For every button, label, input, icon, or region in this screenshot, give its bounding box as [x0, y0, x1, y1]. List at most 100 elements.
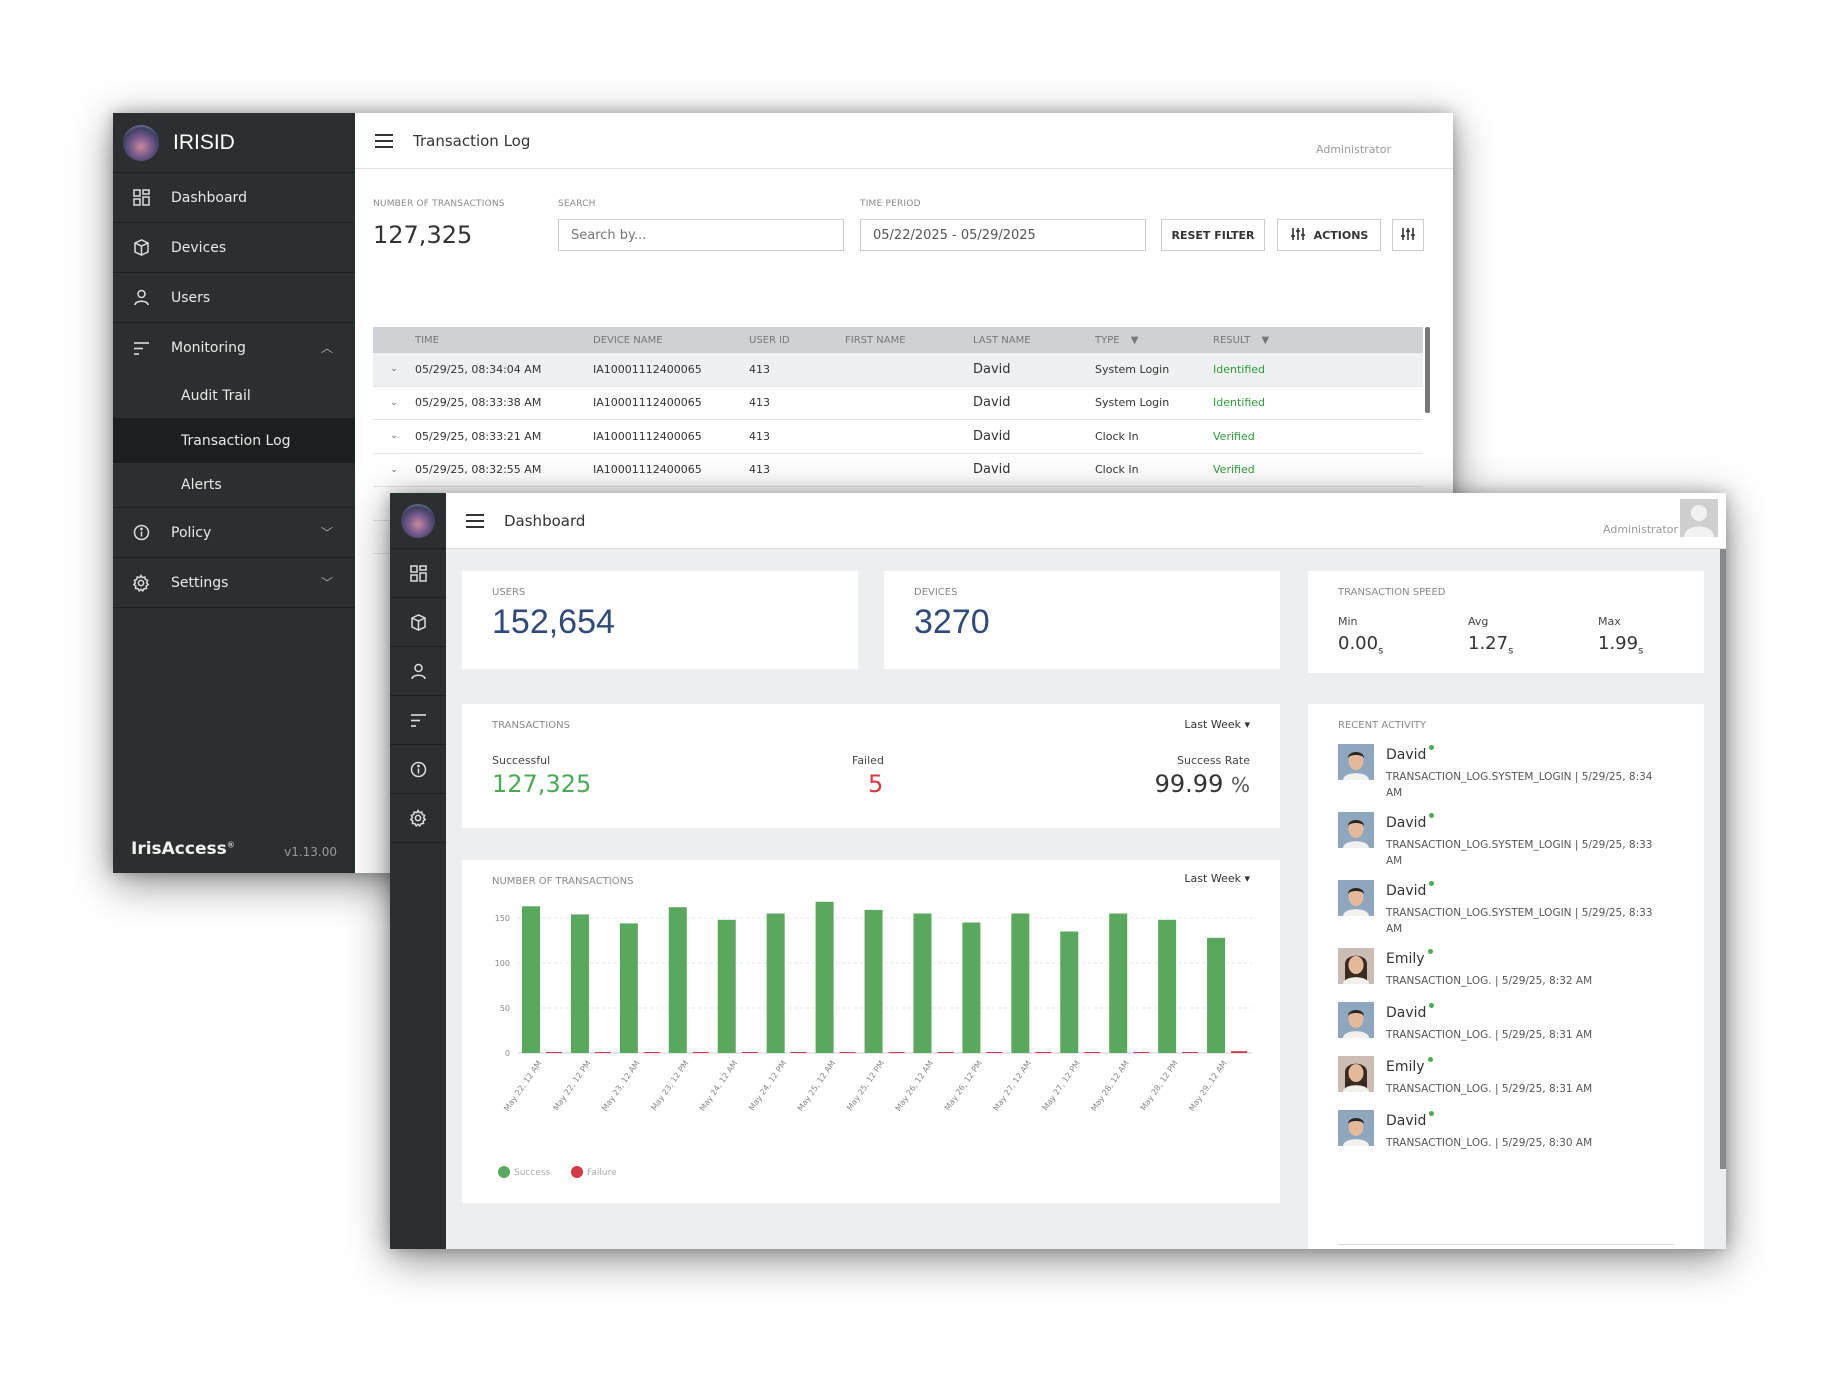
y-tick-label: 150: [495, 914, 510, 923]
time-period-field[interactable]: 05/22/2025 - 05/29/2025: [860, 219, 1146, 251]
table-row[interactable]: ⌄ 05/29/25, 08:34:04 AM IA10001112400065 41…: [373, 353, 1423, 387]
chart-period-dropdown[interactable]: Last Week ▾: [1184, 872, 1250, 885]
filter-caret-icon[interactable]: ▼: [1130, 334, 1139, 346]
table-cell: 413: [749, 463, 770, 477]
sidebar-item-users[interactable]: Users: [113, 273, 355, 323]
sidebar-item-label: Dashboard: [171, 189, 247, 206]
admin-label[interactable]: Administrator: [1603, 523, 1678, 536]
sidebar-item-policy[interactable]: Policy ﹀: [113, 508, 355, 558]
online-status-dot: [1429, 881, 1435, 886]
user-avatar: [1338, 744, 1374, 780]
activity-item[interactable]: David TRANSACTION_LOG. | 5/29/25, 8:30 AM: [1338, 1110, 1654, 1151]
sidebar-item-monitoring[interactable]: [390, 696, 446, 745]
expand-row-icon[interactable]: ⌄: [390, 464, 398, 475]
actions-button[interactable]: ACTIONS: [1277, 219, 1381, 251]
sidebar-item-devices[interactable]: [390, 598, 446, 647]
success-rate-label: Success Rate: [1177, 754, 1250, 767]
x-tick-label: May 26, 12 AM: [894, 1059, 936, 1113]
activity-text: Emily TRANSACTION_LOG. | 5/29/25, 8:31 AM: [1386, 1056, 1654, 1097]
column-header-user-id[interactable]: USER ID: [749, 334, 790, 346]
table-row[interactable]: ⌄ 05/29/25, 08:33:38 AM IA10001112400065 41…: [373, 386, 1423, 420]
page-scrollbar[interactable]: [1720, 549, 1726, 1169]
bar-success: [1011, 913, 1030, 1053]
table-cell: Identified: [1213, 396, 1266, 410]
avatar[interactable]: [1680, 499, 1718, 537]
devices-card[interactable]: DEVICES 3270: [884, 571, 1280, 669]
column-header-last-name[interactable]: LAST NAME: [973, 334, 1031, 346]
y-tick-label: 0: [505, 1049, 510, 1058]
page-title: Dashboard: [504, 511, 586, 530]
brand-logo-icon: [401, 503, 435, 538]
version-label: v1.13.00: [284, 845, 337, 859]
online-status-dot: [1429, 745, 1435, 750]
sidebar-item-monitoring[interactable]: Monitoring ︿: [113, 323, 355, 373]
y-tick-label: 100: [495, 959, 510, 968]
table-cell: Clock In: [1095, 429, 1139, 443]
table-scrollbar[interactable]: [1425, 327, 1430, 413]
search-input[interactable]: [558, 219, 844, 251]
column-settings-button[interactable]: [1392, 219, 1424, 251]
expand-row-icon[interactable]: ⌄: [390, 431, 398, 442]
sidebar-item-users[interactable]: [390, 647, 446, 696]
transactions-period-dropdown[interactable]: Last Week ▾: [1184, 718, 1250, 731]
column-header-device-name[interactable]: DEVICE NAME: [593, 334, 663, 346]
bar-success: [913, 913, 932, 1053]
table-row[interactable]: ⌄ 05/29/25, 08:33:21 AM IA10001112400065 41…: [373, 420, 1423, 454]
failed-value: 5: [868, 770, 884, 798]
speed-max-label: Max: [1598, 615, 1621, 628]
brand-logo[interactable]: [390, 493, 446, 549]
column-header-result[interactable]: RESULT ▼: [1213, 335, 1413, 346]
expand-row-icon[interactable]: ⌄: [390, 397, 398, 408]
column-header-type[interactable]: TYPE ▼: [1095, 335, 1213, 346]
devices-label: DEVICES: [914, 587, 958, 598]
activity-item[interactable]: Emily TRANSACTION_LOG. | 5/29/25, 8:32 AM: [1338, 948, 1654, 989]
column-header-time[interactable]: TIME: [415, 334, 440, 346]
filter-caret-icon[interactable]: ▼: [1261, 334, 1270, 346]
activity-text: David TRANSACTION_LOG.SYSTEM_LOGIN | 5/29…: [1386, 812, 1654, 869]
sidebar-subitem-transaction-log[interactable]: Transaction Log: [113, 418, 355, 463]
chevron-down-icon: ﹀: [320, 576, 333, 590]
reset-filter-button[interactable]: RESET FILTER: [1161, 219, 1265, 251]
sidebar-item-policy[interactable]: [390, 745, 446, 794]
sidebar-item-settings[interactable]: [390, 794, 446, 843]
devices-icon: [131, 238, 151, 258]
activity-item[interactable]: David TRANSACTION_LOG.SYSTEM_LOGIN | 5/29…: [1338, 744, 1654, 801]
user-avatar: [1338, 1056, 1374, 1092]
activity-item[interactable]: Emily TRANSACTION_LOG. | 5/29/25, 8:31 AM: [1338, 1056, 1654, 1097]
x-tick-label: May 22, 12 AM: [502, 1059, 544, 1113]
table-cell: David: [973, 361, 1011, 377]
info-icon: [131, 523, 151, 543]
sidebar-item-devices[interactable]: Devices: [113, 223, 355, 273]
table-row[interactable]: ⌄ 05/29/25, 08:32:55 AM IA10001112400065 41…: [373, 453, 1423, 487]
user-avatar: [1338, 1110, 1374, 1146]
activity-item[interactable]: David TRANSACTION_LOG.SYSTEM_LOGIN | 5/29…: [1338, 812, 1654, 869]
admin-label[interactable]: Administrator: [1316, 143, 1391, 156]
speed-avg-value: 1.27s: [1468, 633, 1513, 657]
activity-item[interactable]: David TRANSACTION_LOG. | 5/29/25, 8:31 AM: [1338, 1002, 1654, 1043]
dashboard-icon: [131, 188, 151, 208]
x-tick-label: May 26, 12 PM: [943, 1059, 984, 1112]
sidebar-item-dashboard[interactable]: [390, 549, 446, 598]
user-icon: [410, 663, 426, 679]
column-header-first-name[interactable]: FIRST NAME: [845, 334, 906, 346]
activity-description: TRANSACTION_LOG. | 5/29/25, 8:30 AM: [1386, 1137, 1593, 1149]
bar-success: [962, 922, 981, 1053]
sidebar-item-settings[interactable]: Settings ﹀: [113, 558, 355, 608]
sidebar-subitem-alerts[interactable]: Alerts: [113, 463, 355, 508]
expand-row-icon[interactable]: ⌄: [390, 364, 398, 375]
user-name: Emily: [1386, 951, 1425, 967]
speed-avg-number: 1.27: [1468, 633, 1509, 654]
monitoring-icon: [410, 713, 426, 727]
sidebar-item-dashboard[interactable]: Dashboard: [113, 173, 355, 223]
users-card[interactable]: USERS 152,654: [462, 571, 858, 669]
sidebar-brand[interactable]: IRISID: [113, 113, 355, 173]
bar-failure: [986, 1052, 1003, 1053]
user-name: David: [1386, 815, 1427, 831]
hamburger-menu-icon[interactable]: [466, 513, 484, 528]
table-cell: Verified: [1213, 463, 1255, 477]
hamburger-menu-icon[interactable]: [375, 133, 393, 148]
bar-success: [522, 906, 540, 1053]
sidebar-subitem-audit-trail[interactable]: Audit Trail: [113, 373, 355, 418]
activity-item[interactable]: David TRANSACTION_LOG.SYSTEM_LOGIN | 5/29…: [1338, 880, 1654, 937]
transactions-label: TRANSACTIONS: [492, 720, 570, 731]
